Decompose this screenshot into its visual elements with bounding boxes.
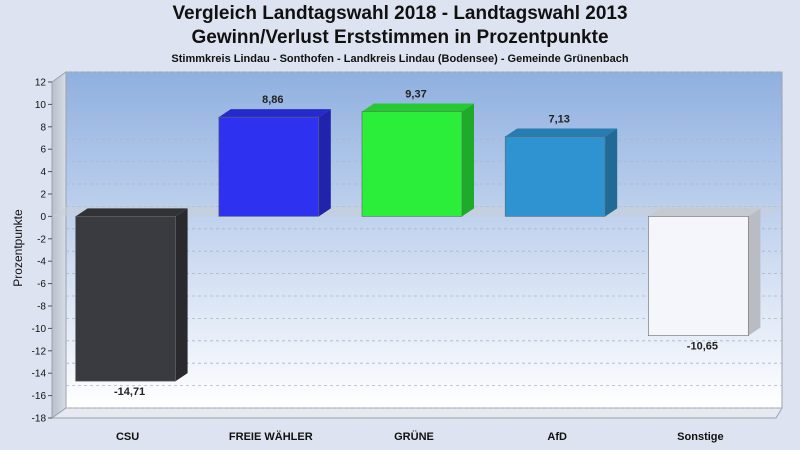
y-tick-label: 10: [35, 100, 47, 111]
y-tick-label: -6: [37, 279, 46, 290]
bar-freie-wähler: 8,86: [218, 94, 331, 217]
data-label: 8,86: [262, 94, 283, 106]
x-tick-label: CSU: [116, 431, 139, 443]
bar-side: [462, 103, 474, 217]
data-label: 9,37: [405, 88, 426, 100]
y-tick-label: 2: [40, 190, 46, 201]
x-tick-label: Sonstige: [677, 431, 723, 443]
y-tick-label: 0: [40, 212, 46, 223]
plot-side-wall: [51, 71, 67, 419]
bar-front: [218, 116, 320, 217]
data-label: -14,71: [114, 386, 145, 398]
bar-front: [361, 111, 463, 217]
data-label: -10,65: [687, 341, 718, 353]
bar-csu: -14,71: [75, 208, 188, 398]
bar-front: [648, 216, 749, 336]
plot-floor: [50, 407, 783, 419]
y-tick-label: -8: [37, 302, 46, 313]
bar-sonstige: -10,65: [648, 208, 761, 353]
x-tick-label: FREIE WÄHLER: [229, 430, 313, 443]
bar-top: [75, 208, 188, 217]
y-tick-label: 8: [40, 122, 46, 133]
y-tick-label: -12: [32, 346, 47, 357]
x-tick-label: GRÜNE: [394, 430, 434, 443]
y-tick-label: 12: [35, 78, 47, 89]
y-tick-label: 6: [40, 145, 46, 156]
y-tick-label: -10: [32, 324, 47, 335]
bar-front: [75, 216, 176, 382]
bar-front: [504, 136, 606, 217]
bar-afd: 7,13: [504, 114, 618, 217]
y-tick-label: -4: [37, 257, 46, 268]
chart-subtitle-location: Stimmkreis Lindau - Sonthofen - Landkrei…: [171, 53, 629, 65]
bar-top: [648, 208, 761, 217]
y-tick-label: -14: [32, 369, 47, 380]
chart-subtitle: Gewinn/Verlust Erststimmen in Prozentpun…: [191, 27, 609, 48]
y-tick-label: -18: [32, 414, 47, 425]
bar-side: [318, 109, 331, 217]
chart-title: Vergleich Landtagswahl 2018 - Landtagswa…: [172, 3, 628, 24]
y-tick-label: -2: [37, 234, 46, 245]
x-tick-label: AfD: [547, 431, 567, 443]
bar-top: [505, 128, 618, 137]
y-tick-label: -16: [32, 391, 47, 402]
y-tick-label: 4: [40, 167, 46, 178]
bar-top: [218, 109, 331, 118]
data-label: 7,13: [548, 114, 569, 126]
bar-side: [605, 128, 618, 217]
bar-side: [748, 208, 761, 336]
bar-side: [175, 208, 188, 382]
bar-top: [362, 103, 474, 112]
bar-grüne: 9,37: [361, 88, 474, 217]
